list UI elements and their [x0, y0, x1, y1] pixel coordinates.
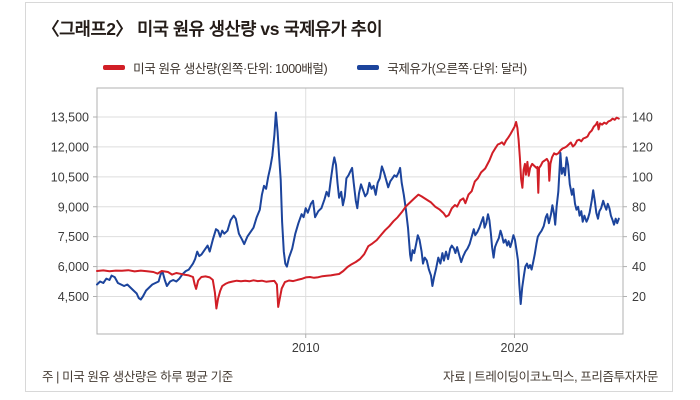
oil-price-line [96, 111, 620, 305]
oil-price-line-swatch-icon [357, 65, 380, 70]
footnote-source: 자료 | 트레이딩이코노믹스, 프리즘투자자문 [443, 370, 658, 384]
left-axis-tick-label: 6,000 [58, 260, 89, 274]
footnote-note: 주 | 미국 원유 생산량은 하루 평균 기준 [42, 370, 233, 384]
axis-tick-labels: 4,500 20 6,000 40 7,500 60 9,000 80 10,500 100 12,… [51, 111, 653, 356]
legend-item-oil-price: 국제유가(오른쪽·단위: 달러) [357, 58, 527, 77]
footnotes: 주 | 미국 원유 생산량은 하루 평균 기준 자료 | 트레이딩이코노믹스, … [42, 366, 658, 385]
left-axis-tick-label: 4,500 [58, 290, 89, 304]
chart-card [25, 2, 673, 392]
legend: 미국 원유 생산량(왼쪽·단위: 1000배럴) 국제유가(오른쪽·단위: 달러… [25, 58, 605, 77]
gridlines [93, 88, 627, 338]
left-axis-tick-label: 13,500 [51, 111, 89, 125]
right-axis-tick-label: 140 [632, 111, 653, 125]
left-axis-tick-label: 9,000 [58, 200, 89, 214]
left-axis-tick-label: 10,500 [51, 170, 89, 184]
right-axis-tick-label: 100 [632, 170, 653, 184]
production-line [96, 116, 620, 310]
legend-item-production: 미국 원유 생산량(왼쪽·단위: 1000배럴) [103, 58, 328, 77]
x-axis-tick-label: 2010 [292, 341, 320, 355]
plot-border [96, 87, 624, 335]
left-axis-tick-label: 7,500 [58, 230, 89, 244]
chart-title: 〈그래프2〉 미국 원유 생산량 vs 국제유가 추이 [42, 19, 383, 39]
right-axis-tick-label: 80 [632, 200, 646, 214]
legend-label-production: 미국 원유 생산량(왼쪽·단위: 1000배럴) [133, 62, 328, 76]
right-axis-tick-label: 40 [632, 260, 646, 274]
right-axis-tick-label: 120 [632, 140, 653, 154]
right-axis-tick-label: 60 [632, 230, 646, 244]
left-axis-tick-label: 12,000 [51, 140, 89, 154]
legend-label-oil-price: 국제유가(오른쪽·단위: 달러) [387, 62, 527, 76]
x-axis-tick-label: 2020 [501, 341, 529, 355]
right-axis-tick-label: 20 [632, 290, 646, 304]
production-line-swatch-icon [103, 65, 126, 70]
